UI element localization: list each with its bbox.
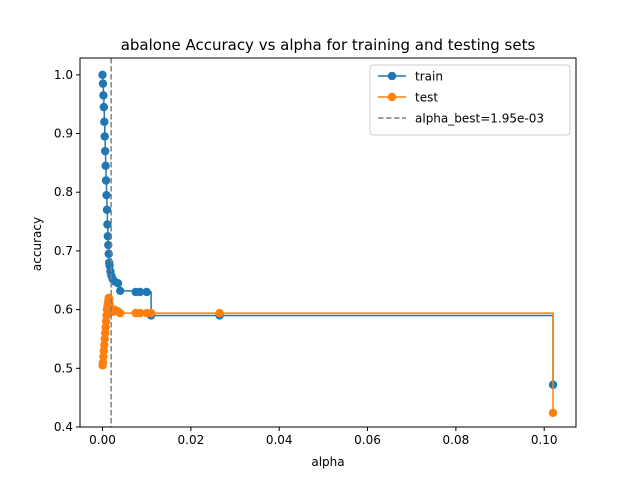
y-tick-label: 1.0 bbox=[54, 68, 73, 82]
plot-area bbox=[79, 57, 577, 428]
legend-label: test bbox=[415, 91, 438, 105]
legend-marker-test bbox=[387, 92, 397, 102]
test-point bbox=[215, 308, 224, 318]
train-point bbox=[101, 161, 110, 171]
x-tick-label: 0.06 bbox=[354, 433, 381, 447]
train-point bbox=[98, 70, 107, 80]
train-point bbox=[102, 205, 112, 215]
axes-frame bbox=[79, 57, 577, 428]
x-axis: 0.00 0.02 0.04 0.06 0.08 0.10 bbox=[89, 427, 558, 447]
x-axis-label: alpha bbox=[311, 455, 344, 469]
train-point bbox=[100, 146, 110, 156]
train-point bbox=[102, 190, 111, 200]
train-point bbox=[103, 220, 112, 229]
train-point bbox=[142, 287, 151, 297]
y-tick-label: 0.8 bbox=[54, 185, 73, 199]
legend-label: alpha_best=1.95e-03 bbox=[415, 112, 544, 126]
test-point bbox=[146, 308, 156, 318]
series-layer bbox=[98, 58, 558, 427]
test-point bbox=[115, 308, 125, 318]
train-point bbox=[113, 279, 123, 288]
test-point bbox=[135, 308, 145, 318]
legend-box bbox=[369, 64, 571, 136]
train-point bbox=[100, 132, 109, 141]
y-tick-label: 0.6 bbox=[54, 303, 73, 317]
y-tick-label: 0.9 bbox=[54, 127, 73, 141]
y-axis: 0.4 0.5 0.6 0.7 0.8 0.9 1.0 bbox=[54, 68, 80, 434]
y-tick-label: 0.7 bbox=[54, 244, 73, 258]
x-tick-label: 0.10 bbox=[531, 433, 558, 447]
train-point bbox=[135, 287, 145, 297]
x-tick-label: 0.04 bbox=[266, 433, 293, 447]
legend-label: train bbox=[415, 70, 443, 84]
train-point bbox=[100, 117, 109, 126]
x-tick-label: 0.08 bbox=[443, 433, 470, 447]
legend-marker-train bbox=[387, 71, 397, 81]
train-point bbox=[98, 79, 108, 88]
train-point bbox=[99, 91, 108, 100]
x-tick-label: 0.02 bbox=[178, 433, 205, 447]
train-point bbox=[104, 240, 113, 250]
y-tick-label: 0.5 bbox=[54, 361, 73, 375]
x-tick-label: 0.00 bbox=[89, 433, 116, 447]
test-point bbox=[548, 408, 558, 418]
train-point bbox=[101, 176, 111, 185]
train-point bbox=[103, 232, 113, 241]
y-tick-label: 0.4 bbox=[54, 420, 73, 434]
legend: train test alpha_best=1.95e-03 bbox=[369, 64, 571, 136]
train-point bbox=[115, 286, 125, 296]
chart-title: abalone Accuracy vs alpha for training a… bbox=[121, 36, 536, 54]
y-axis-label: accuracy bbox=[30, 217, 44, 271]
train-point bbox=[99, 102, 109, 112]
